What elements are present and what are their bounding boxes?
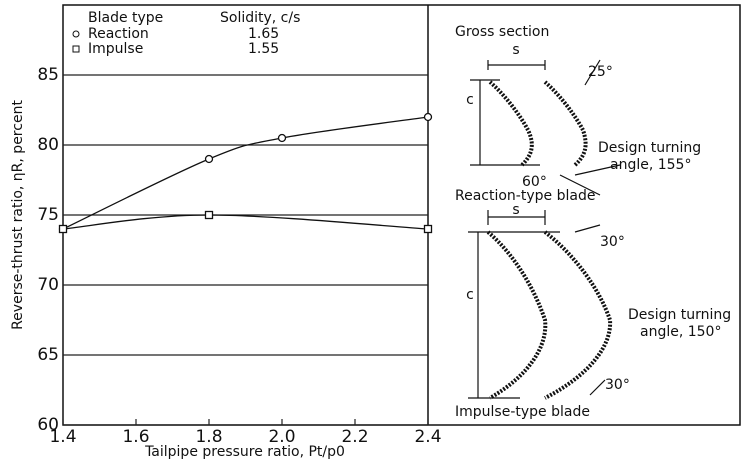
series-line	[62, 116, 429, 230]
marker	[58, 224, 68, 234]
angle-label: 25°	[588, 64, 613, 80]
dim-label: s	[512, 202, 519, 218]
blade	[486, 230, 548, 400]
legend-marker	[72, 45, 80, 53]
y-axis-label: Reverse-thrust ratio, ηR, percent	[10, 100, 26, 330]
x-tick-label: 1.4	[49, 427, 76, 447]
marker	[423, 112, 433, 122]
x-tick-label: 1.6	[122, 427, 149, 447]
angle-label: 60°	[522, 174, 547, 190]
x-axis-label: Tailpipe pressure ratio, Pt/p0	[144, 444, 345, 460]
x-tick-label: 2.2	[341, 427, 368, 447]
y-tick-label: 70	[37, 275, 59, 295]
x-tick-label: 1.8	[195, 427, 222, 447]
turning-label: Design turning	[628, 307, 731, 323]
y-tick-label: 85	[37, 65, 59, 85]
angle-label: 30°	[600, 234, 625, 250]
turning-label: Design turning	[598, 140, 701, 156]
caption: Impulse-type blade	[455, 404, 590, 420]
diagram-title: Gross section	[455, 24, 549, 40]
x-tick-label: 2.4	[414, 427, 441, 447]
legend-header: Blade type	[88, 10, 163, 26]
marker	[423, 224, 433, 234]
dim-label: c	[466, 287, 474, 303]
marker	[204, 210, 214, 220]
dimension-lines	[468, 210, 606, 399]
turning-label: angle, 155°	[610, 157, 691, 173]
marker	[277, 133, 287, 143]
y-tick-label: 75	[37, 205, 59, 225]
blade	[488, 80, 534, 167]
legend-solidity: 1.55	[248, 41, 279, 57]
y-tick-label: 80	[37, 135, 59, 155]
legend-marker	[72, 30, 80, 38]
diagram: Gross section s c 25° 60° Design turning…	[455, 24, 731, 420]
x-tick-label: 2.0	[268, 427, 295, 447]
turning-label: angle, 150°	[640, 324, 721, 340]
caption: Reaction-type blade	[455, 188, 595, 204]
y-tick-label: 60	[37, 415, 59, 435]
legend-header: Solidity, c/s	[220, 10, 300, 26]
series-line	[62, 214, 429, 230]
blade	[543, 80, 588, 167]
marker	[204, 154, 214, 164]
legend: Blade type Solidity, c/s	[88, 10, 300, 26]
dimension-lines	[470, 59, 621, 196]
dim-label: s	[512, 42, 519, 58]
legend-label: Impulse	[88, 41, 143, 57]
blade	[543, 230, 613, 400]
legend-label: Reaction	[88, 26, 149, 42]
dim-label: c	[466, 92, 474, 108]
legend-solidity: 1.65	[248, 26, 279, 42]
angle-label: 30°	[605, 377, 630, 393]
y-tick-label: 65	[37, 345, 59, 365]
